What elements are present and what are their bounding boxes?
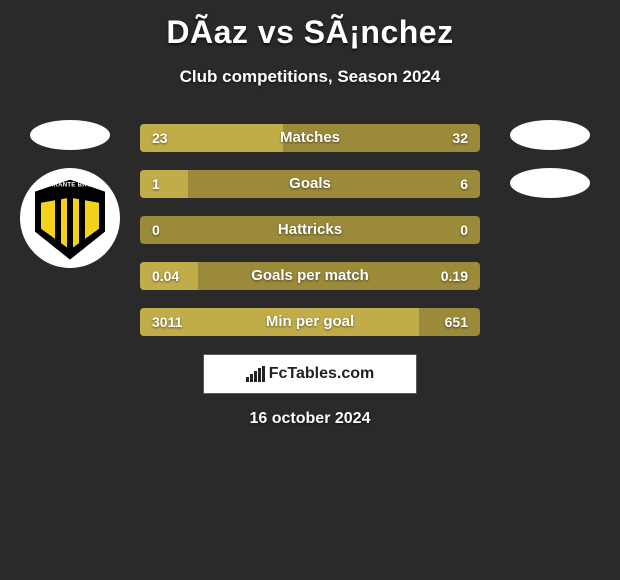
date-text: 16 october 2024: [0, 410, 620, 428]
footer-brand-box[interactable]: FcTables.com: [203, 354, 417, 394]
footer-brand-text: FcTables.com: [269, 365, 375, 383]
stat-right-value: 32: [452, 124, 468, 152]
page-title: DÃ­az vs SÃ¡nchez: [0, 0, 620, 51]
badge-text: ALMIRANTE BROWN: [35, 183, 105, 189]
left-club-badge: ALMIRANTE BROWN: [20, 168, 120, 268]
stat-row-goals: 1 Goals 6: [140, 170, 480, 198]
stat-row-gpm: 0.04 Goals per match 0.19: [140, 262, 480, 290]
right-player-column: [500, 120, 600, 216]
stat-label: Min per goal: [140, 308, 480, 336]
page-subtitle: Club competitions, Season 2024: [0, 67, 620, 87]
stat-right-value: 0: [460, 216, 468, 244]
stat-label: Matches: [140, 124, 480, 152]
stat-label: Goals per match: [140, 262, 480, 290]
stats-table: 23 Matches 32 1 Goals 6 0 Hattricks 0 0.…: [140, 124, 480, 354]
left-country-flag: [30, 120, 110, 150]
stat-row-hattricks: 0 Hattricks 0: [140, 216, 480, 244]
left-player-column: ALMIRANTE BROWN: [20, 120, 120, 268]
shield-icon: ALMIRANTE BROWN: [35, 180, 105, 260]
right-country-flag-2: [510, 168, 590, 198]
stat-right-value: 6: [460, 170, 468, 198]
right-country-flag-1: [510, 120, 590, 150]
stat-row-mpg: 3011 Min per goal 651: [140, 308, 480, 336]
stat-row-matches: 23 Matches 32: [140, 124, 480, 152]
stat-label: Goals: [140, 170, 480, 198]
bars-icon: [246, 366, 265, 382]
stat-right-value: 651: [445, 308, 468, 336]
stat-right-value: 0.19: [441, 262, 468, 290]
stat-label: Hattricks: [140, 216, 480, 244]
